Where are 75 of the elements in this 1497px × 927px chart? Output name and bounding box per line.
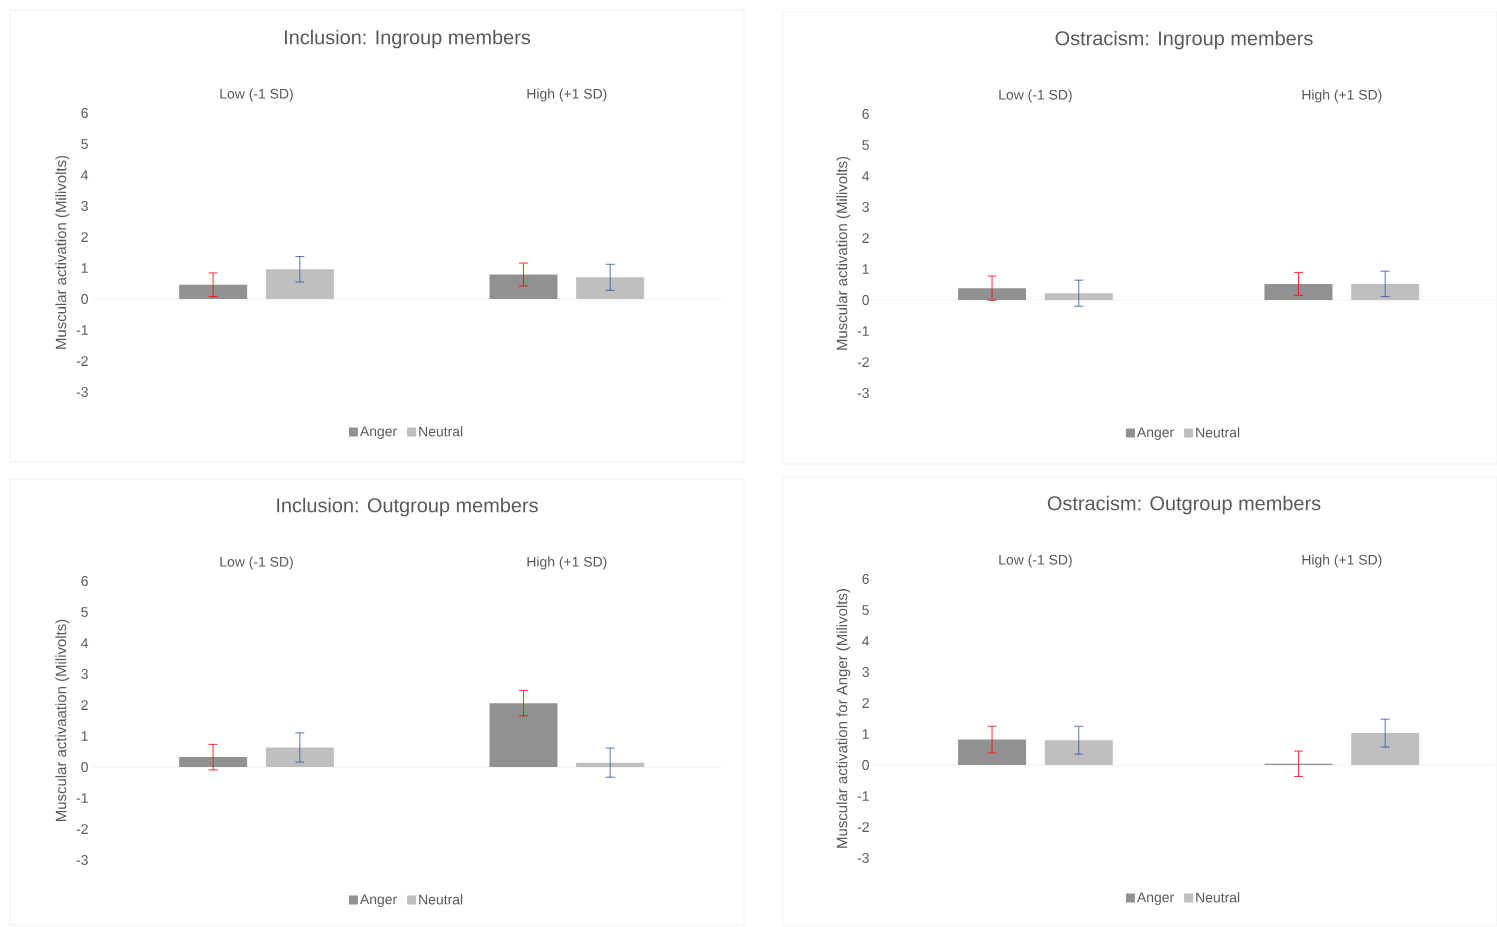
y-tick-label: -1 [76, 793, 88, 803]
x-tick-label: Low (-1 SD) [220, 556, 293, 570]
y-tick-label: 3 [862, 667, 869, 677]
y-tick-label: 2 [81, 700, 88, 710]
chart-title: Inclusion: Ingroup members [284, 29, 531, 49]
y-axis-title: Muscular activation (Milivolts) [836, 156, 851, 350]
y-tick-label: 6 [81, 576, 88, 586]
y-tick-label: 1 [862, 264, 869, 274]
bar [179, 284, 248, 299]
legend-label: Neutral [419, 426, 463, 437]
y-tick-label: 0 [862, 295, 869, 305]
legend-label: Neutral [1196, 427, 1240, 438]
x-tick-label: High (+1 SD) [527, 556, 607, 570]
legend-label: Neutral [419, 894, 463, 905]
y-tick-label: 5 [81, 139, 88, 149]
y-tick-label: 6 [862, 109, 869, 119]
y-tick-label: -3 [76, 855, 88, 865]
y-tick-label: -2 [76, 356, 88, 366]
bar [958, 739, 1027, 766]
y-tick-label: -1 [857, 791, 869, 801]
y-tick-label: 3 [81, 201, 88, 211]
y-tick-label: 4 [862, 636, 870, 646]
y-tick-label: 6 [862, 574, 869, 584]
x-tick-label: Low (-1 SD) [220, 88, 293, 102]
x-tick-label: High (+1 SD) [527, 88, 607, 102]
y-tick-label: 0 [81, 762, 88, 772]
legend-label: Anger [359, 894, 397, 907]
y-tick-label: 3 [862, 202, 869, 212]
y-axis-title: Muscular activation (Milivolts) [55, 155, 70, 349]
bar [1351, 733, 1420, 766]
y-tick-label: -1 [857, 326, 869, 336]
bar [265, 747, 334, 768]
bar [576, 762, 645, 768]
y-tick-label: -3 [857, 388, 869, 398]
y-tick-label: -2 [76, 824, 88, 834]
chart-title: Ostracism: Outgroup members [1047, 495, 1321, 515]
y-tick-label: 4 [81, 638, 89, 648]
y-tick-label: 0 [81, 294, 88, 304]
y-tick-label: 5 [81, 607, 88, 617]
y-tick-label: 2 [862, 233, 869, 243]
y-tick-label: -3 [857, 853, 869, 863]
y-tick-label: -3 [76, 387, 88, 397]
bar [1044, 740, 1113, 766]
y-tick-label: 3 [81, 669, 88, 679]
legend-label: Anger [1136, 427, 1174, 440]
bar [179, 757, 248, 768]
y-tick-label: 2 [81, 232, 88, 242]
y-tick-label: 0 [862, 760, 869, 770]
y-tick-label: 4 [862, 171, 870, 181]
bar [489, 703, 558, 768]
x-tick-label: High (+1 SD) [1302, 554, 1382, 568]
bar [265, 269, 334, 299]
chart-title: Inclusion: Outgroup members [277, 497, 538, 517]
x-tick-label: Low (-1 SD) [999, 554, 1072, 568]
chart-title: Ostracism: Ingroup members [1055, 30, 1313, 50]
y-tick-label: -2 [857, 822, 869, 832]
y-tick-label: -2 [857, 357, 869, 367]
legend-label: Anger [359, 426, 397, 439]
y-tick-label: 2 [862, 698, 869, 708]
x-tick-label: Low (-1 SD) [999, 89, 1072, 103]
y-axis-title: Muscular activation for Anger (Milivolts) [836, 589, 851, 848]
y-tick-label: 4 [81, 170, 89, 180]
bar [576, 277, 645, 299]
legend-label: Anger [1136, 892, 1174, 905]
y-tick-label: -1 [76, 325, 88, 335]
legend-label: Neutral [1196, 892, 1240, 903]
y-tick-label: 1 [81, 263, 88, 273]
bar [489, 274, 558, 299]
y-axis-title: Muscular activaation (Milivolts) [55, 619, 70, 822]
y-tick-label: 6 [81, 108, 88, 118]
y-tick-label: 1 [81, 731, 88, 741]
y-tick-label: 5 [862, 140, 869, 150]
y-tick-label: 5 [862, 605, 869, 615]
y-tick-label: 1 [862, 729, 869, 739]
x-tick-label: High (+1 SD) [1302, 89, 1382, 103]
